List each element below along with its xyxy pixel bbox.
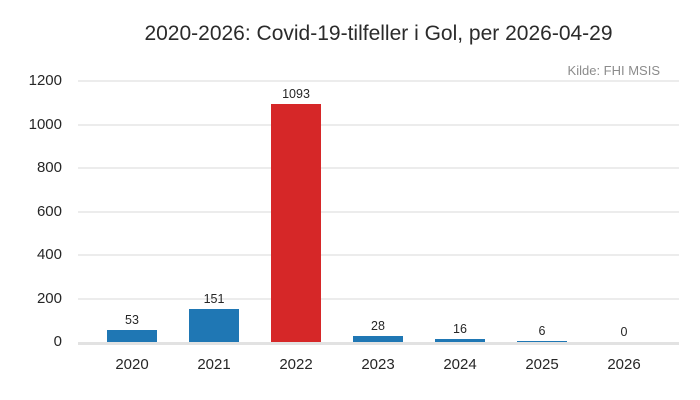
y-tick-label: 600 — [36, 202, 62, 220]
bar-2022 — [271, 104, 321, 342]
y-tick-label: 400 — [36, 246, 62, 263]
y-tick-label: 1200 — [28, 72, 62, 89]
x-tick-label: 2021 — [197, 356, 231, 373]
gridline — [78, 254, 679, 256]
bar-2020 — [107, 330, 157, 342]
x-tick-label: 2020 — [115, 356, 149, 373]
bar-2023 — [353, 335, 403, 342]
gridline — [78, 123, 679, 126]
bar-value-label: 53 — [125, 313, 139, 328]
x-tick-label: 2024 — [443, 356, 477, 373]
x-tick-label: 2025 — [525, 356, 559, 373]
y-tick-label: 1000 — [28, 115, 62, 133]
bar-2021 — [189, 309, 239, 342]
bar-value-label: 1093 — [282, 87, 310, 102]
bar-value-label: 151 — [203, 292, 225, 307]
bar-value-label: 28 — [371, 318, 385, 333]
x-axis-baseline — [78, 341, 679, 345]
chart-title: 2020-2026: Covid-19-tilfeller i Gol, per… — [144, 22, 613, 45]
gridline — [78, 80, 679, 82]
bar-value-label: 6 — [538, 323, 546, 338]
bar-2025 — [517, 340, 567, 342]
gridline — [78, 297, 679, 300]
x-tick-label: 2023 — [361, 356, 395, 373]
y-tick-label: 200 — [36, 289, 62, 307]
source-annotation: Kilde: FHI MSIS — [567, 63, 660, 78]
y-tick-label: 800 — [36, 159, 62, 176]
x-tick-label: 2026 — [607, 356, 641, 373]
x-tick-label: 2022 — [279, 356, 313, 373]
gridline — [78, 210, 679, 213]
bar-value-label: 0 — [620, 325, 628, 339]
gridline — [78, 167, 679, 169]
bar-2024 — [435, 338, 485, 342]
y-tick-label: 0 — [53, 333, 62, 350]
bar-value-label: 16 — [453, 321, 467, 336]
